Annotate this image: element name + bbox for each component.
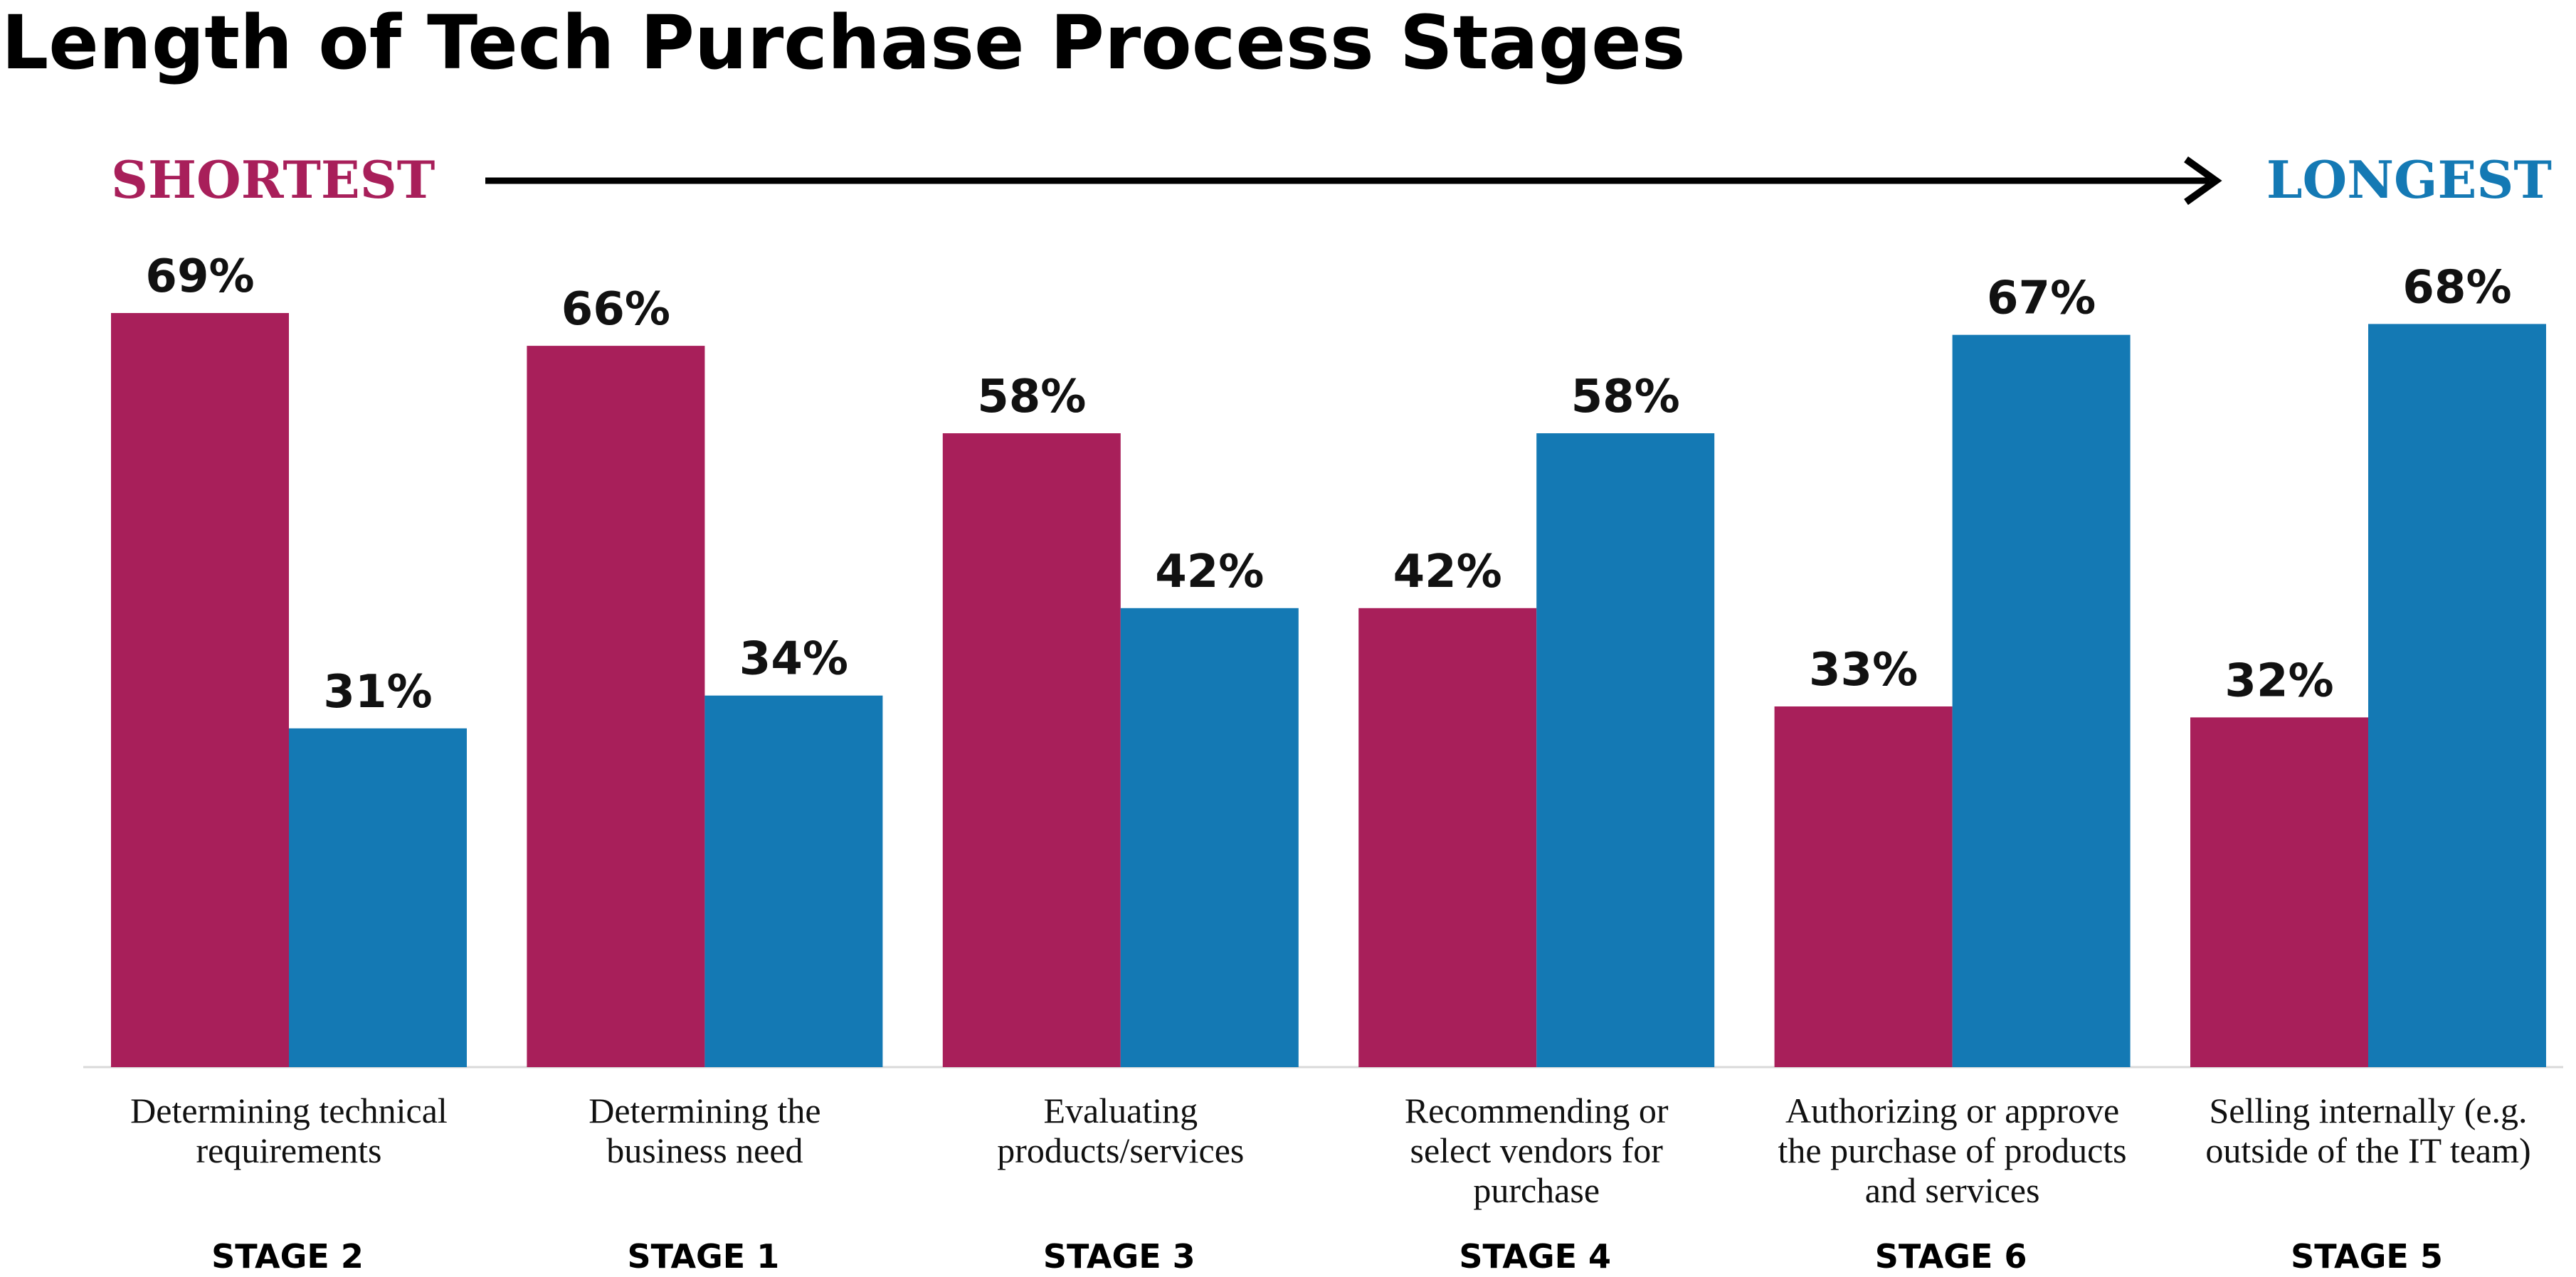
- bar-longest-6: [2368, 324, 2546, 1067]
- longest-label: LONGEST: [2266, 149, 2552, 210]
- bar-longest-2: [704, 695, 883, 1067]
- bar-shortest-3: [942, 433, 1121, 1067]
- value-label-shortest-2: 66%: [561, 283, 670, 336]
- bar-shortest-1: [111, 313, 289, 1067]
- category-label-3: Evaluating products/services: [997, 1091, 1244, 1170]
- value-label-shortest-6: 32%: [2224, 655, 2333, 707]
- value-labels: 69% 31% 66% 34% 58% 42% 42% 58% 33% 67% 32% 68%: [145, 250, 2511, 719]
- category-label-line: Determining technical: [130, 1091, 448, 1130]
- value-label-shortest-4: 42%: [1393, 546, 1502, 598]
- category-label-line: purchase: [1473, 1170, 1600, 1210]
- value-label-longest-6: 68%: [2402, 261, 2511, 314]
- category-label-line: outside of the IT team): [2205, 1130, 2530, 1170]
- category-label-line: the purchase of products: [1778, 1130, 2127, 1170]
- category-label-line: Selling internally (e.g.: [2209, 1091, 2527, 1130]
- category-label-line: Evaluating: [1043, 1091, 1198, 1130]
- category-label-line: Recommending or: [1405, 1091, 1669, 1130]
- category-label-4: Recommending or select vendors for purchas…: [1405, 1091, 1669, 1210]
- shortest-label: SHORTEST: [111, 149, 435, 210]
- stage-label-6: STAGE 5: [2291, 1237, 2443, 1276]
- category-label-line: Determining the: [588, 1091, 820, 1130]
- bar-longest-3: [1120, 608, 1299, 1067]
- arrow-head: [2184, 156, 2222, 206]
- chart-title: Length of Tech Purchase Process Stages: [1, 0, 1686, 86]
- category-label-1: Determining technical requirements: [130, 1091, 448, 1170]
- category-label-2: Determining the business need: [588, 1091, 820, 1170]
- value-label-longest-2: 34%: [739, 633, 848, 686]
- value-label-shortest-1: 69%: [145, 250, 254, 303]
- category-label-line: business need: [606, 1130, 803, 1170]
- category-label-line: requirements: [196, 1130, 381, 1170]
- bar-longest-1: [289, 728, 467, 1067]
- stage-label-1: STAGE 2: [211, 1237, 364, 1276]
- bar-longest-5: [1952, 334, 2131, 1068]
- stage-labels: STAGE 2 STAGE 1 STAGE 3 STAGE 4 STAGE 6 STAGE…: [211, 1237, 2443, 1276]
- bar-longest-4: [1536, 433, 1715, 1067]
- category-label-line: products/services: [997, 1130, 1244, 1170]
- bar-shortest-2: [527, 346, 705, 1068]
- stage-label-4: STAGE 4: [1459, 1237, 1611, 1276]
- bar-shortest-4: [1358, 608, 1537, 1067]
- value-label-longest-3: 42%: [1155, 546, 1264, 598]
- value-label-shortest-3: 58%: [977, 371, 1086, 423]
- stage-label-2: STAGE 1: [628, 1237, 780, 1276]
- category-label-6: Selling internally (e.g. outside of the I…: [2205, 1091, 2530, 1170]
- category-label-line: select vendors for: [1410, 1130, 1663, 1170]
- bar-shortest-5: [1774, 706, 1953, 1067]
- category-label-line: and services: [1865, 1170, 2040, 1210]
- stage-label-3: STAGE 3: [1043, 1237, 1195, 1276]
- category-label-5: Authorizing or approve the purchase of pr…: [1778, 1091, 2127, 1210]
- value-label-longest-4: 58%: [1571, 371, 1680, 423]
- value-label-longest-5: 67%: [1987, 272, 2096, 325]
- value-label-longest-1: 31%: [323, 666, 432, 719]
- stage-label-5: STAGE 6: [1875, 1237, 2027, 1276]
- category-labels: Determining technical requirementsDetermi…: [130, 1091, 2530, 1210]
- bars: [111, 313, 2546, 1068]
- category-label-line: Authorizing or approve: [1785, 1091, 2119, 1130]
- bar-shortest-6: [2190, 717, 2368, 1067]
- value-label-shortest-5: 33%: [1809, 644, 1918, 696]
